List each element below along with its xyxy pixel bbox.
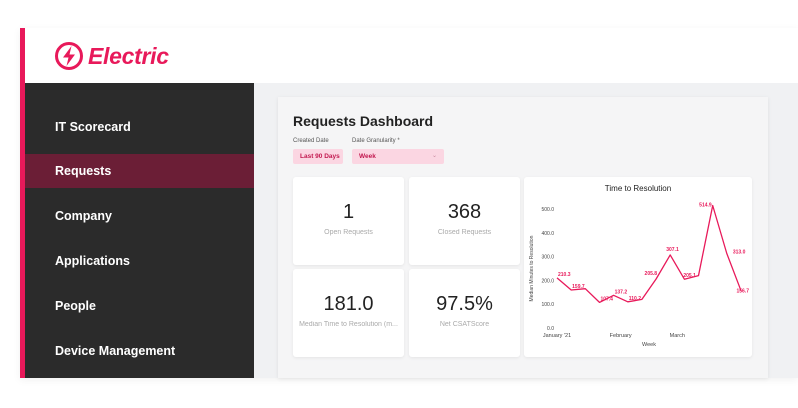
metric-value: 181.0 — [323, 293, 374, 315]
sidebar-item-label: People — [55, 299, 96, 313]
csat-score-card[interactable]: 97.5% Net CSATScore — [409, 269, 520, 357]
closed-requests-card[interactable]: 368 Closed Requests — [409, 177, 520, 265]
x-tick-label: January '21 — [543, 333, 571, 339]
y-tick-label: 500.0 — [541, 207, 554, 213]
sidebar-item-label: Company — [55, 209, 112, 223]
data-label: 137.2 — [615, 289, 628, 295]
granularity-value: Week — [359, 153, 376, 160]
sidebar: IT Scorecard Requests Company Applicatio… — [25, 83, 254, 378]
x-tick-label: February — [610, 333, 632, 339]
chart-svg: Time to Resolution 0.0 100.0 200.0 300.0 400.… — [529, 184, 749, 348]
brand-name: Electric — [88, 42, 169, 69]
metric-label: Open Requests — [324, 229, 373, 236]
median-resolution-card[interactable]: 181.0 Median Time to Resolution (m... — [293, 269, 404, 357]
created-date-label: Created Date — [293, 138, 329, 144]
chevron-down-icon: ⌄ — [431, 153, 437, 159]
data-label: 107.4 — [600, 296, 613, 302]
created-date-value: Last 90 Days — [300, 153, 340, 160]
sidebar-item-label: Device Management — [55, 344, 176, 358]
data-label: 313.0 — [733, 250, 746, 256]
x-tick-label: March — [670, 333, 685, 339]
sidebar-item-label: Requests — [55, 164, 112, 178]
data-label: 159.7 — [572, 284, 585, 290]
created-date-filter[interactable]: Last 90 Days — [293, 149, 343, 164]
data-label: 205.8 — [645, 271, 658, 277]
sidebar-item-label: Applications — [55, 254, 131, 268]
sidebar-item-company[interactable]: Company — [25, 199, 254, 233]
data-label: 205.1 — [683, 273, 696, 279]
y-tick-label: 100.0 — [541, 302, 554, 308]
brand-logo[interactable]: Electric — [54, 40, 169, 72]
open-requests-card[interactable]: 1 Open Requests — [293, 177, 404, 265]
metric-value: 97.5% — [436, 293, 493, 315]
sidebar-item-label: IT Scorecard — [55, 120, 131, 134]
x-axis-label: Week — [642, 342, 656, 348]
y-tick-label: 200.0 — [541, 278, 554, 284]
time-to-resolution-chart[interactable]: Time to Resolution 0.0 100.0 200.0 300.0 400.… — [524, 177, 752, 357]
metric-label: Median Time to Resolution (m... — [299, 321, 398, 328]
data-label: 210.3 — [558, 272, 571, 278]
sidebar-item-requests[interactable]: Requests — [25, 154, 254, 188]
chart-title: Time to Resolution — [605, 184, 671, 193]
lightning-bolt-icon — [55, 42, 83, 70]
data-label: 110.2 — [629, 296, 641, 302]
series-line — [556, 204, 742, 304]
y-tick-label: 0.0 — [547, 326, 554, 332]
y-tick-label: 400.0 — [541, 231, 554, 237]
metric-value: 1 — [342, 201, 355, 223]
y-tick-label: 300.0 — [541, 255, 554, 261]
granularity-select[interactable]: Week ⌄ — [352, 149, 444, 164]
granularity-label: Date Granularity * — [352, 138, 400, 144]
data-label: 307.1 — [666, 247, 679, 253]
data-label: 156.7 — [736, 289, 749, 295]
data-label: 514.9 — [699, 202, 712, 208]
metric-value: 368 — [447, 201, 482, 223]
sidebar-item-it-scorecard[interactable]: IT Scorecard — [25, 110, 254, 144]
page-title: Requests Dashboard — [293, 113, 434, 129]
sidebar-item-device-management[interactable]: Device Management — [25, 334, 254, 368]
accent-bar — [20, 28, 25, 378]
metric-label: Closed Requests — [437, 229, 492, 236]
y-axis-label: Median Minutes to Resolution — [529, 235, 535, 301]
metric-label: Net CSATScore — [439, 321, 490, 328]
sidebar-item-people[interactable]: People — [25, 289, 254, 323]
sidebar-item-applications[interactable]: Applications — [25, 244, 254, 278]
